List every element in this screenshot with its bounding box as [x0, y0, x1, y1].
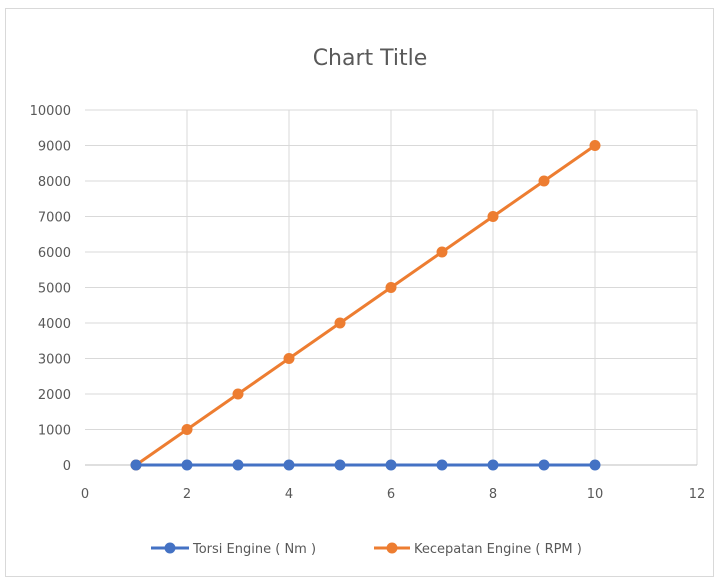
y-tick-label: 1000 — [38, 424, 71, 439]
y-tick-label: 0 — [63, 459, 71, 474]
y-tick-label: 10000 — [30, 104, 71, 119]
y-tick-label: 3000 — [38, 353, 71, 368]
data-point-series-0[interactable] — [487, 459, 499, 471]
data-point-series-1[interactable] — [487, 211, 499, 222]
y-tick-label: 8000 — [38, 175, 71, 190]
x-tick-label: 8 — [489, 487, 497, 502]
x-axis: 0 2 4 6 8 10 12 — [81, 464, 706, 502]
data-point-series-1[interactable] — [181, 424, 193, 435]
x-tick-label: 6 — [387, 487, 395, 502]
data-point-series-0[interactable] — [283, 459, 295, 471]
data-point-series-0[interactable] — [334, 459, 346, 471]
y-tick-label: 4000 — [38, 317, 71, 332]
data-point-series-1[interactable] — [436, 246, 448, 258]
x-tick-label: 4 — [285, 487, 293, 502]
y-tick-label: 6000 — [38, 246, 71, 261]
data-point-series-0[interactable] — [130, 459, 142, 471]
data-point-series-0[interactable] — [538, 459, 550, 471]
y-tick-label: 5000 — [38, 282, 71, 297]
legend-label-kecepatan: Kecepatan Engine ( RPM ) — [414, 542, 582, 557]
data-point-series-0[interactable] — [181, 459, 193, 471]
y-axis: 0 1000 2000 3000 4000 5000 6000 7000 8000 9000 100… — [30, 104, 71, 474]
data-point-series-1[interactable] — [232, 388, 244, 400]
x-tick-label: 2 — [183, 487, 191, 502]
data-point-series-1[interactable] — [334, 317, 346, 329]
grid-lines — [85, 109, 698, 465]
data-point-series-0[interactable] — [589, 459, 601, 471]
data-point-series-1[interactable] — [538, 175, 550, 187]
legend-item-torsi[interactable]: Torsi Engine ( Nm ) — [151, 542, 316, 557]
data-point-series-0[interactable] — [436, 459, 448, 471]
y-tick-label: 9000 — [38, 140, 71, 155]
x-tick-label: 10 — [587, 487, 604, 502]
chart-title: Chart Title — [313, 46, 428, 71]
series-layer — [130, 140, 601, 471]
data-point-series-1[interactable] — [589, 140, 601, 151]
y-tick-label: 2000 — [38, 388, 71, 403]
legend-marker-torsi — [164, 542, 176, 554]
data-point-series-1[interactable] — [283, 353, 295, 364]
x-tick-label: 0 — [81, 487, 89, 502]
chart-frame — [5, 8, 714, 577]
legend: Torsi Engine ( Nm ) Kecepatan Engine ( R… — [151, 542, 582, 557]
x-tick-label: 12 — [689, 487, 706, 502]
legend-label-torsi: Torsi Engine ( Nm ) — [192, 542, 316, 557]
legend-item-kecepatan[interactable]: Kecepatan Engine ( RPM ) — [374, 542, 582, 557]
y-tick-label: 7000 — [38, 211, 71, 226]
series-line-1 — [135, 144, 596, 467]
data-point-series-0[interactable] — [385, 459, 397, 471]
legend-marker-kecepatan — [386, 542, 398, 554]
data-point-series-1[interactable] — [385, 282, 397, 293]
data-point-series-0[interactable] — [232, 459, 244, 471]
